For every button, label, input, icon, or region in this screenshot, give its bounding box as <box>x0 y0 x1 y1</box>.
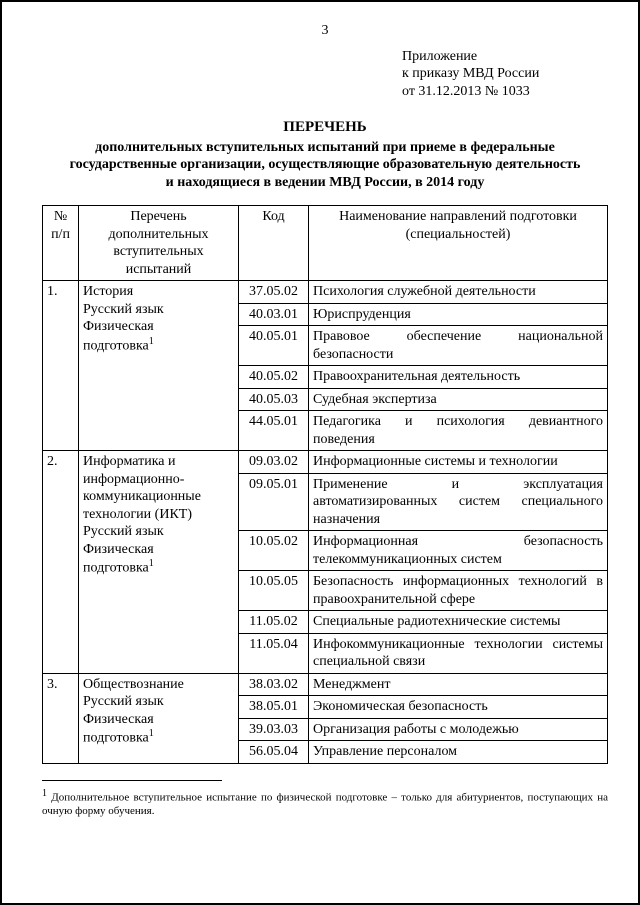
speciality-code: 44.05.01 <box>239 411 309 451</box>
speciality-code: 38.05.01 <box>239 696 309 719</box>
speciality-name: Инфокоммуникационные технологии системы … <box>309 633 608 673</box>
speciality-code: 10.05.05 <box>239 571 309 611</box>
col-header-code: Код <box>239 206 309 281</box>
group-number: 3. <box>43 673 79 763</box>
speciality-name: Юриспруденция <box>309 303 608 326</box>
speciality-code: 40.05.02 <box>239 366 309 389</box>
speciality-code: 37.05.02 <box>239 281 309 304</box>
speciality-code: 11.05.04 <box>239 633 309 673</box>
speciality-name: Информационные системы и технологии <box>309 451 608 474</box>
speciality-name: Правовое обеспечение национальной безопа… <box>309 326 608 366</box>
table-row: 3.ОбществознаниеРусский языкФизическаяпо… <box>43 673 608 696</box>
speciality-name: Менеджмент <box>309 673 608 696</box>
title-block: ПЕРЕЧЕНЬ дополнительных вступительных ис… <box>65 118 585 191</box>
group-tests: ИсторияРусский языкФизическаяподготовка1 <box>79 281 239 451</box>
table-head: № п/п Перечень дополнительных вступитель… <box>43 206 608 281</box>
speciality-name: Психология служебной деятельности <box>309 281 608 304</box>
footnote-text: Дополнительное вступительное испытание п… <box>42 791 608 817</box>
group-tests: ОбществознаниеРусский языкФизическаяподг… <box>79 673 239 763</box>
appendix-line: от 31.12.2013 № 1033 <box>402 83 608 101</box>
speciality-name: Информационная безопасность телекоммуник… <box>309 531 608 571</box>
title-main: ПЕРЕЧЕНЬ <box>65 118 585 137</box>
speciality-name: Педагогика и психология девиантного пове… <box>309 411 608 451</box>
speciality-code: 09.03.02 <box>239 451 309 474</box>
speciality-code: 10.05.02 <box>239 531 309 571</box>
speciality-code: 40.05.03 <box>239 388 309 411</box>
speciality-code: 40.03.01 <box>239 303 309 326</box>
table-row: 1.ИсторияРусский языкФизическаяподготовк… <box>43 281 608 304</box>
group-tests: Информатика иинформационно-коммуникацион… <box>79 451 239 674</box>
title-rest: дополнительных вступительных испытаний п… <box>70 140 581 190</box>
table-row: 2.Информатика иинформационно-коммуникаци… <box>43 451 608 474</box>
col-header-name: Наименование направлений подготовки (спе… <box>309 206 608 281</box>
speciality-code: 40.05.01 <box>239 326 309 366</box>
footnote: 1 Дополнительное вступительное испытание… <box>42 788 608 819</box>
appendix-block: Приложение к приказу МВД России от 31.12… <box>402 48 608 101</box>
appendix-line: к приказу МВД России <box>402 65 608 83</box>
col-header-num: № п/п <box>43 206 79 281</box>
speciality-code: 39.03.03 <box>239 718 309 741</box>
group-number: 1. <box>43 281 79 451</box>
table-body: 1.ИсторияРусский языкФизическаяподготовк… <box>43 281 608 764</box>
speciality-name: Применение и эксплуатация автоматизирова… <box>309 473 608 531</box>
page-number: 3 <box>42 22 608 40</box>
appendix-line: Приложение <box>402 48 608 66</box>
speciality-name: Безопасность информационных технологий в… <box>309 571 608 611</box>
group-number: 2. <box>43 451 79 674</box>
speciality-code: 38.03.02 <box>239 673 309 696</box>
speciality-name: Правоохранительная деятельность <box>309 366 608 389</box>
document-page: 3 Приложение к приказу МВД России от 31.… <box>0 0 640 905</box>
speciality-name: Экономическая безопасность <box>309 696 608 719</box>
footnote-marker: 1 <box>42 788 47 799</box>
speciality-code: 11.05.02 <box>239 611 309 634</box>
speciality-name: Управление персоналом <box>309 741 608 764</box>
exams-table: № п/п Перечень дополнительных вступитель… <box>42 205 608 764</box>
speciality-name: Специальные радиотехнические системы <box>309 611 608 634</box>
speciality-name: Судебная экспертиза <box>309 388 608 411</box>
speciality-code: 09.05.01 <box>239 473 309 531</box>
col-header-tests: Перечень дополнительных вступительных ис… <box>79 206 239 281</box>
speciality-name: Организация работы с молодежью <box>309 718 608 741</box>
footnote-separator <box>42 780 222 781</box>
speciality-code: 56.05.04 <box>239 741 309 764</box>
